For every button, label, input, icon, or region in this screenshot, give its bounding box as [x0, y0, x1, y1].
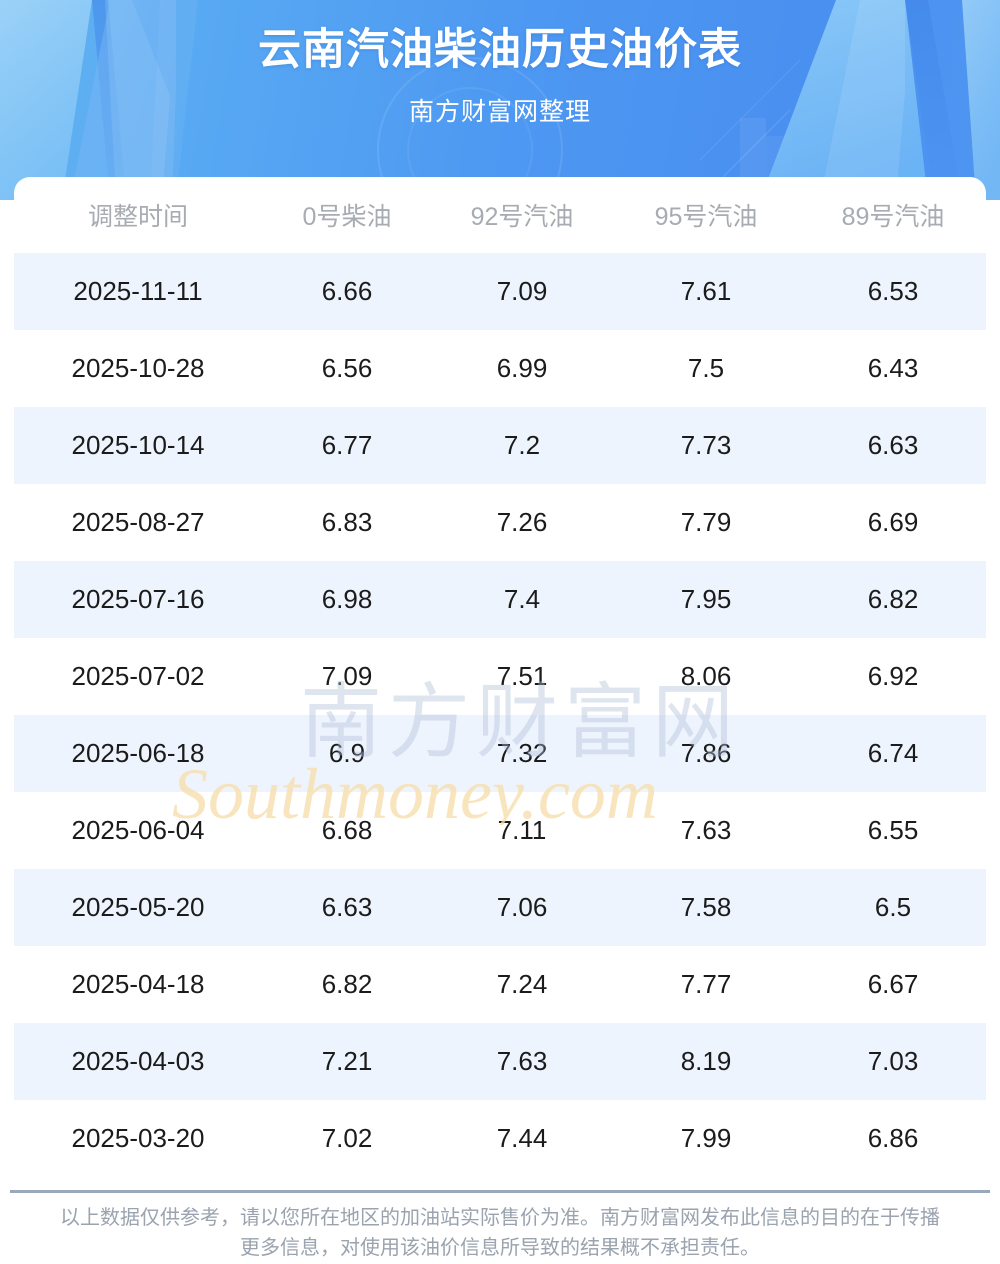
page-header-banner: 云南汽油柴油历史油价表 南方财富网整理 [0, 0, 1000, 200]
cell-gas_89: 6.67 [800, 946, 986, 1023]
cell-gas_89: 6.55 [800, 792, 986, 869]
cell-gas_89: 7.03 [800, 1023, 986, 1100]
table-row: 2025-08-27 6.83 7.26 7.79 6.69 [14, 484, 986, 561]
table-row: 2025-07-16 6.98 7.4 7.95 6.82 [14, 561, 986, 638]
cell-gas_89: 6.82 [800, 561, 986, 638]
cell-gas_92: 7.51 [432, 638, 612, 715]
banner-text-block: 云南汽油柴油历史油价表 南方财富网整理 [0, 0, 1000, 200]
table-row: 2025-06-04 6.68 7.11 7.63 6.55 [14, 792, 986, 869]
column-header-diesel-0: 0号柴油 [302, 203, 392, 231]
cell-diesel_0: 6.77 [262, 407, 432, 484]
cell-date: 2025-04-18 [14, 946, 262, 1023]
cell-gas_92: 7.26 [432, 484, 612, 561]
cell-gas_92: 7.2 [432, 407, 612, 484]
cell-diesel_0: 6.9 [262, 715, 432, 792]
table-row: 2025-04-03 7.21 7.63 8.19 7.03 [14, 1023, 986, 1100]
cell-diesel_0: 7.02 [262, 1100, 432, 1177]
cell-gas_95: 7.5 [612, 330, 800, 407]
cell-gas_89: 6.92 [800, 638, 986, 715]
cell-date: 2025-03-20 [14, 1100, 262, 1177]
cell-gas_95: 7.73 [612, 407, 800, 484]
cell-date: 2025-10-28 [14, 330, 262, 407]
fuel-price-table: 调整时间 0号柴油 92号汽油 95号汽油 89号汽油 2025-11-11 6.… [14, 177, 986, 1177]
table-row: 2025-07-02 7.09 7.51 8.06 6.92 [14, 638, 986, 715]
cell-gas_89: 6.53 [800, 253, 986, 330]
cell-gas_92: 7.09 [432, 253, 612, 330]
cell-diesel_0: 7.21 [262, 1023, 432, 1100]
cell-date: 2025-04-03 [14, 1023, 262, 1100]
cell-gas_95: 8.19 [612, 1023, 800, 1100]
cell-gas_92: 7.06 [432, 869, 612, 946]
cell-gas_95: 7.79 [612, 484, 800, 561]
cell-date: 2025-11-11 [14, 253, 262, 330]
table-header-row: 调整时间 0号柴油 92号汽油 95号汽油 89号汽油 [14, 177, 986, 253]
cell-gas_89: 6.63 [800, 407, 986, 484]
cell-gas_92: 7.11 [432, 792, 612, 869]
cell-gas_92: 7.44 [432, 1100, 612, 1177]
cell-gas_95: 7.99 [612, 1100, 800, 1177]
cell-diesel_0: 6.63 [262, 869, 432, 946]
cell-date: 2025-05-20 [14, 869, 262, 946]
cell-gas_95: 7.77 [612, 946, 800, 1023]
cell-date: 2025-07-02 [14, 638, 262, 715]
cell-gas_89: 6.43 [800, 330, 986, 407]
cell-gas_92: 6.99 [432, 330, 612, 407]
table-body: 2025-11-11 6.66 7.09 7.61 6.53 2025-10-28 6.56… [14, 253, 986, 1177]
cell-gas_89: 6.86 [800, 1100, 986, 1177]
table-row: 2025-03-20 7.02 7.44 7.99 6.86 [14, 1100, 986, 1177]
table-row: 2025-11-11 6.66 7.09 7.61 6.53 [14, 253, 986, 330]
cell-gas_89: 6.5 [800, 869, 986, 946]
table-row: 2025-10-28 6.56 6.99 7.5 6.43 [14, 330, 986, 407]
cell-gas_89: 6.74 [800, 715, 986, 792]
cell-gas_92: 7.63 [432, 1023, 612, 1100]
banner-geometric-decoration [0, 0, 1000, 200]
table-row: 2025-04-18 6.82 7.24 7.77 6.67 [14, 946, 986, 1023]
table-row: 2025-10-14 6.77 7.2 7.73 6.63 [14, 407, 986, 484]
cell-gas_95: 7.63 [612, 792, 800, 869]
cell-diesel_0: 6.56 [262, 330, 432, 407]
column-header-gas-89: 89号汽油 [841, 203, 945, 231]
cell-gas_92: 7.32 [432, 715, 612, 792]
cell-gas_89: 6.69 [800, 484, 986, 561]
cell-gas_95: 7.95 [612, 561, 800, 638]
cell-diesel_0: 6.66 [262, 253, 432, 330]
cell-gas_95: 7.58 [612, 869, 800, 946]
cell-date: 2025-07-16 [14, 561, 262, 638]
cell-gas_95: 7.61 [612, 253, 800, 330]
cell-diesel_0: 6.98 [262, 561, 432, 638]
cell-date: 2025-06-04 [14, 792, 262, 869]
cell-date: 2025-10-14 [14, 407, 262, 484]
cell-gas_95: 8.06 [612, 638, 800, 715]
cell-date: 2025-06-18 [14, 715, 262, 792]
cell-gas_92: 7.4 [432, 561, 612, 638]
footer-disclaimer: 以上数据仅供参考，请以您所在地区的加油站实际售价为准。南方财富网发布此信息的目的… [60, 1207, 940, 1259]
column-header-gas-92: 92号汽油 [470, 203, 574, 231]
column-header-date: 调整时间 [87, 203, 188, 231]
table-row: 2025-05-20 6.63 7.06 7.58 6.5 [14, 869, 986, 946]
cell-diesel_0: 6.83 [262, 484, 432, 561]
column-header-gas-95: 95号汽油 [654, 203, 758, 231]
cell-gas_95: 7.86 [612, 715, 800, 792]
cell-diesel_0: 6.82 [262, 946, 432, 1023]
footer-divider [10, 1190, 990, 1193]
table-row: 2025-06-18 6.9 7.32 7.86 6.74 [14, 715, 986, 792]
content-card: 调整时间 0号柴油 92号汽油 95号汽油 89号汽油 2025-11-11 6.… [14, 177, 986, 1187]
page-title: 云南汽油柴油历史油价表 [258, 26, 742, 74]
table-header: 调整时间 0号柴油 92号汽油 95号汽油 89号汽油 [14, 177, 986, 253]
cell-diesel_0: 6.68 [262, 792, 432, 869]
cell-gas_92: 7.24 [432, 946, 612, 1023]
cell-diesel_0: 7.09 [262, 638, 432, 715]
cell-date: 2025-08-27 [14, 484, 262, 561]
page-subtitle: 南方财富网整理 [408, 97, 591, 126]
